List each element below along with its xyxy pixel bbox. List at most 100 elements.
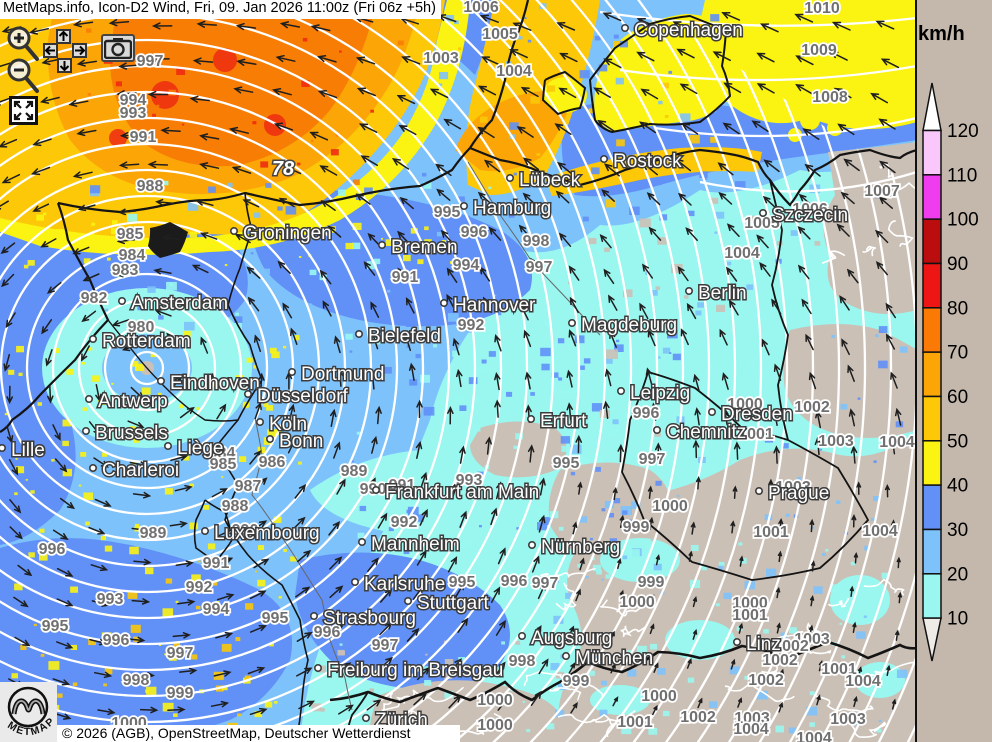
pressure-label: 1003 [423, 50, 459, 67]
pan-right-button[interactable] [72, 43, 87, 58]
metmaps-logo[interactable]: METMAPS [0, 682, 57, 742]
pressure-label: 1002 [794, 399, 830, 416]
city-marker [405, 598, 411, 604]
pan-down-button[interactable] [57, 58, 72, 73]
pressure-label: 1004 [862, 523, 898, 540]
city-marker [90, 336, 96, 342]
pressure-label: 989 [341, 463, 368, 480]
city-marker [569, 320, 575, 326]
city-label: Freiburg im Breisgau [327, 660, 503, 681]
legend-tick-label: 60 [947, 387, 968, 408]
pressure-label: 988 [222, 498, 249, 515]
city-label: Szczecin [772, 205, 848, 226]
legend-tick-label: 70 [947, 343, 968, 364]
city-marker [618, 388, 624, 394]
city-label: Rotterdam [102, 331, 191, 352]
city-marker [654, 427, 660, 433]
city-marker [352, 579, 358, 585]
city-marker [709, 409, 715, 415]
fullscreen-button[interactable] [9, 96, 38, 125]
city-label: Linz [746, 634, 781, 655]
pressure-label: 985 [117, 226, 144, 243]
page-title: MetMaps.info, Icon-D2 Wind, Fri, 09. Jan… [0, 0, 441, 19]
magnifier-minus-icon [6, 57, 40, 97]
city-marker [441, 300, 447, 306]
city-label: Bonn [279, 431, 323, 452]
city-label: München [575, 648, 653, 669]
pressure-label: 1005 [482, 26, 518, 43]
city-marker [315, 665, 321, 671]
pressure-label: 1000 [641, 688, 677, 705]
city-label: Lille [11, 440, 45, 461]
city-label: Mannheim [371, 534, 460, 555]
pressure-label: 1004 [845, 673, 881, 690]
pressure-label: 1001 [753, 524, 789, 541]
metmaps-app: 9979949939919889859849839829801006100510… [0, 0, 992, 742]
pressure-label: 1009 [801, 42, 837, 59]
pressure-label: 994 [453, 257, 480, 274]
pressure-label: 1000 [477, 717, 513, 734]
city-marker [119, 298, 125, 304]
legend-tick-label: 80 [947, 298, 968, 319]
city-marker [90, 465, 96, 471]
pressure-label: 997 [532, 575, 559, 592]
city-label: Bremen [391, 237, 458, 258]
legend-tick-label: 110 [947, 165, 977, 186]
city-marker [202, 528, 208, 534]
snapshot-button[interactable] [101, 34, 135, 62]
city-label: Liège [177, 438, 224, 459]
metmaps-logo-icon: METMAPS [0, 682, 57, 742]
pressure-label: 1007 [864, 183, 900, 200]
pressure-label: 1001 [732, 607, 768, 624]
pressure-label: 1004 [879, 434, 915, 451]
pan-left-button[interactable] [43, 43, 58, 58]
city-label: Amsterdam [131, 293, 228, 314]
pressure-label: 1000 [652, 498, 688, 515]
legend-tick-label: 90 [947, 254, 968, 275]
legend-tick-labels: 120110100908070605040302010 [947, 121, 979, 630]
pan-up-button[interactable] [56, 29, 71, 44]
city-marker [289, 369, 295, 375]
city-marker [519, 633, 525, 639]
pressure-label: 992 [391, 514, 418, 531]
legend-unit-label: km/h [918, 23, 965, 45]
pressure-label: 999 [623, 519, 650, 536]
pressure-label: 997 [167, 645, 194, 662]
pressure-label: 986 [259, 454, 286, 471]
pressure-label: 998 [523, 233, 550, 250]
pressure-label: 1008 [812, 89, 848, 106]
attribution-bar[interactable]: © 2026 (AGB), OpenStreetMap, Deutscher W… [0, 725, 460, 742]
city-marker [529, 542, 535, 548]
legend-tick-label: 50 [947, 431, 968, 452]
pressure-label: 983 [112, 262, 139, 279]
city-label: Hannover [453, 295, 536, 316]
wind-max-label: 78 [272, 158, 295, 180]
pressure-label: 994 [203, 601, 230, 618]
arrow-up-icon [58, 31, 69, 42]
arrow-down-icon [59, 60, 70, 71]
pressure-label: 993 [120, 105, 147, 122]
city-label: Groningen [243, 223, 332, 244]
city-marker [231, 228, 237, 234]
pressure-label: 988 [137, 178, 164, 195]
weather-map[interactable]: 9979949939919889859849839829801006100510… [0, 0, 917, 742]
pressure-label: 1004 [496, 63, 532, 80]
city-label: Augsburg [531, 628, 612, 649]
expand-icon [12, 99, 35, 122]
pressure-label: 997 [372, 637, 399, 654]
wind-speed-legend: km/h 120110100908070605040302010 [916, 0, 992, 742]
pressure-label: 987 [235, 478, 262, 495]
legend-tick-label: 10 [947, 609, 968, 630]
pressure-label: 999 [167, 685, 194, 702]
city-label: Frankfurt am Main [385, 482, 539, 503]
zoom-out-button[interactable] [6, 57, 40, 97]
city-marker [379, 242, 385, 248]
city-label: Karlsruhe [364, 574, 445, 595]
pressure-label: 1003 [830, 711, 866, 728]
city-marker [267, 436, 273, 442]
legend-tick-label: 100 [947, 210, 979, 231]
legend-color-bar [923, 83, 941, 661]
city-marker [461, 203, 467, 209]
city-marker [734, 639, 740, 645]
city-marker [373, 487, 379, 493]
